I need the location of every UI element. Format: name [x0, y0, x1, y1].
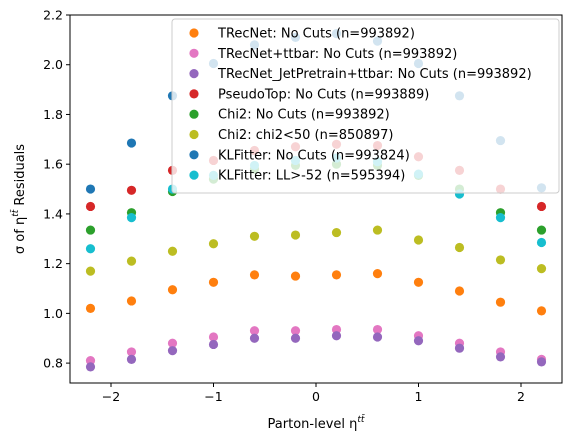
data-point-series-1-3 [208, 332, 219, 342]
data-point-series-6-1 [126, 138, 137, 148]
data-point-series-5-5 [290, 230, 301, 240]
data-point-series-5-0 [85, 266, 96, 276]
data-point-series-2-2 [167, 346, 178, 356]
y-tick-label: 0.8 [43, 356, 63, 371]
legend-label-1: TRecNet+ttbar: No Cuts (n=993892) [217, 47, 457, 62]
data-point-series-0-1 [126, 296, 137, 306]
data-point-series-0-5 [290, 271, 301, 281]
data-point-series-1-1 [126, 347, 137, 357]
x-tick-label: −1 [204, 389, 222, 404]
legend: TRecNet: No Cuts (n=993892) TRecNet+ttbar… [171, 18, 560, 194]
data-point-series-0-4 [249, 270, 260, 280]
data-point-series-5-8 [413, 235, 424, 245]
data-point-series-5-11 [536, 264, 547, 274]
legend-label-0: TRecNet: No Cuts (n=993892) [217, 27, 415, 42]
data-point-series-7-0 [85, 244, 96, 254]
axis-ticks: −2 −1 0 1 2 0.8 1.0 1.2 1.4 1.6 1.8 2.0 2.2 [43, 8, 525, 405]
data-point-series-1-2 [167, 338, 178, 348]
y-tick-label: 1.2 [43, 256, 63, 271]
legend-label-5: Chi2: chi2<50 (n=850897) [218, 128, 393, 143]
data-point-series-5-6 [331, 227, 342, 238]
y-tick-label: 1.6 [43, 157, 63, 172]
legend-label-2: TRecNet_JetPretrain+ttbar: No Cuts (n=99… [217, 67, 532, 82]
data-point-series-5-1 [126, 256, 137, 266]
data-point-series-0-2 [167, 285, 178, 295]
data-point-series-5-4 [249, 231, 260, 241]
data-point-series-1-5 [290, 326, 301, 336]
data-point-series-0-3 [208, 277, 219, 287]
x-tick-label: 1 [415, 389, 423, 404]
data-point-series-0-7 [372, 268, 383, 279]
data-point-series-0-6 [331, 270, 342, 280]
legend-marker-0 [189, 28, 199, 38]
x-axis-label-main: Parton-level η [268, 417, 358, 432]
data-point-series-2-3 [208, 339, 219, 350]
legend-marker-4 [189, 109, 199, 119]
y-axis-label-superscript: tt̄ [9, 209, 21, 217]
data-point-series-2-0 [85, 362, 96, 372]
x-tick-label: −2 [102, 389, 120, 404]
legend-marker-5 [189, 129, 199, 140]
data-point-series-2-6 [331, 331, 342, 341]
data-point-series-5-2 [167, 246, 178, 256]
data-point-series-4-11 [536, 225, 547, 235]
data-point-series-2-1 [126, 354, 137, 364]
legend-marker-7 [189, 170, 199, 180]
y-axis-label-main: σ of η [13, 217, 28, 254]
data-point-series-0-10 [495, 297, 506, 307]
data-point-series-2-7 [372, 332, 383, 342]
x-axis-label: Parton-level ηtt̄ [268, 413, 366, 432]
data-point-series-0-9 [454, 286, 465, 296]
data-point-series-2-5 [290, 333, 301, 343]
data-point-series-3-11 [536, 201, 547, 212]
y-axis-label: σ of ηtt̄ Residuals [9, 144, 28, 254]
legend-label-3: PseudoTop: No Cuts (n=993889) [218, 87, 429, 102]
legend-entries: TRecNet: No Cuts (n=993892) TRecNet+ttbar… [189, 27, 532, 184]
y-tick-label: 1.4 [43, 206, 63, 221]
data-point-series-2-8 [413, 336, 424, 346]
data-point-series-2-10 [495, 352, 506, 362]
legend-label-6: KLFitter: No Cuts (n=993824) [218, 148, 410, 163]
legend-box [171, 18, 560, 194]
y-tick-label: 1.0 [43, 306, 63, 321]
data-point-series-5-10 [495, 255, 506, 265]
data-point-series-0-0 [85, 303, 96, 314]
x-tick-label: 2 [517, 389, 525, 404]
legend-marker-2 [189, 69, 199, 79]
data-point-series-0-11 [536, 306, 547, 316]
data-point-series-5-9 [454, 242, 465, 253]
data-point-series-3-1 [126, 185, 137, 195]
x-axis-label-superscript: tt̄ [357, 413, 365, 425]
data-point-series-7-11 [536, 237, 547, 248]
data-point-series-4-0 [85, 225, 96, 235]
legend-marker-6 [189, 150, 199, 160]
legend-label-7: KLFitter: LL>-52 (n=595394) [218, 169, 405, 184]
y-tick-label: 2.0 [43, 57, 63, 72]
legend-marker-3 [189, 89, 199, 99]
data-point-series-1-7 [372, 324, 383, 335]
data-point-series-2-9 [454, 343, 465, 353]
data-point-series-7-1 [126, 213, 137, 223]
data-point-series-1-4 [249, 326, 260, 336]
data-point-series-0-8 [413, 277, 424, 287]
y-tick-label: 1.8 [43, 107, 63, 122]
y-tick-label: 2.2 [43, 8, 63, 23]
y-axis-label-suffix: Residuals [13, 144, 28, 210]
legend-label-4: Chi2: No Cuts (n=993892) [218, 108, 390, 123]
data-point-series-3-0 [85, 201, 96, 212]
legend-marker-1 [189, 48, 199, 58]
data-point-series-5-7 [372, 225, 383, 235]
data-point-series-5-3 [208, 239, 219, 249]
data-point-series-7-10 [495, 213, 506, 223]
data-point-series-6-0 [85, 184, 96, 194]
data-point-series-2-4 [249, 333, 260, 343]
data-point-series-2-11 [536, 357, 547, 367]
x-tick-label: 0 [312, 389, 320, 404]
